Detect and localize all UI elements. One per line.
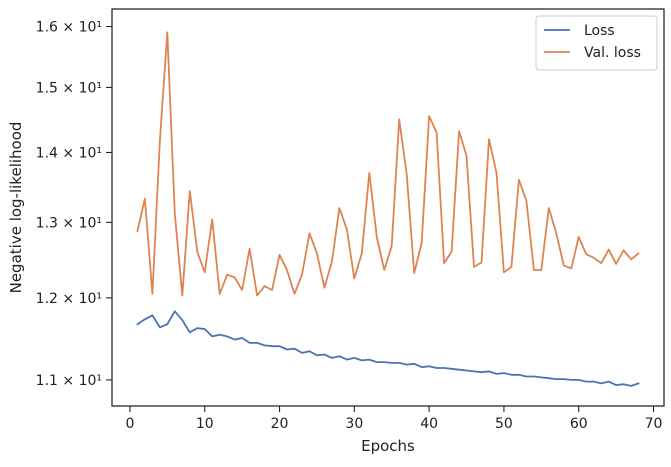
y-axis-label: Negative log-likelihood	[7, 122, 25, 294]
x-tick-label: 70	[645, 416, 663, 432]
plot-frame	[111, 8, 665, 407]
legend-label: Loss	[584, 23, 615, 39]
series-line-loss	[136, 310, 640, 387]
x-tick-label: 0	[125, 416, 134, 432]
x-tick-label: 60	[570, 416, 588, 432]
y-tick-label: 1.6 × 10¹	[36, 20, 102, 36]
y-tick-label: 1.5 × 10¹	[36, 80, 102, 96]
x-axis-ticks: 0 10 20 30 40 50 60 70	[125, 406, 662, 432]
series-line-val-loss	[136, 31, 640, 297]
y-tick-label: 1.2 × 10¹	[36, 291, 102, 307]
x-tick-label: 10	[196, 416, 214, 432]
y-tick-label: 1.3 × 10¹	[36, 215, 102, 231]
series-layer	[136, 31, 640, 387]
x-tick-label: 20	[271, 416, 289, 432]
y-axis-ticks: 1.1 × 10¹ 1.2 × 10¹ 1.3 × 10¹ 1.4 × 10¹ 1.5 …	[36, 20, 112, 389]
legend: Loss Val. loss	[535, 15, 658, 71]
y-tick-label: 1.1 × 10¹	[36, 373, 102, 389]
legend-label: Val. loss	[584, 45, 641, 61]
x-tick-label: 50	[495, 416, 513, 432]
x-tick-label: 40	[420, 416, 438, 432]
x-axis-label: Epochs	[361, 437, 415, 455]
y-tick-label: 1.4 × 10¹	[36, 145, 102, 161]
x-tick-label: 30	[345, 416, 363, 432]
